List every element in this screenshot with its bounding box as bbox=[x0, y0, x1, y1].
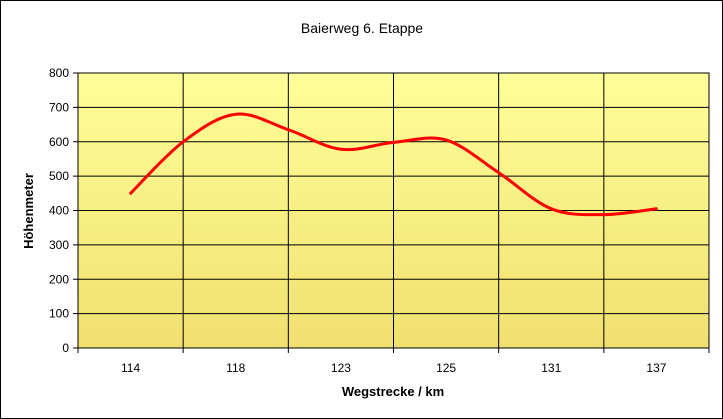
y-tick-label: 0 bbox=[62, 341, 69, 355]
x-tick-label: 114 bbox=[121, 361, 140, 375]
x-tick-label: 137 bbox=[646, 361, 666, 375]
y-axis-title: Höhenmeter bbox=[21, 173, 36, 249]
y-tick-label: 400 bbox=[49, 204, 69, 218]
y-tick-label: 300 bbox=[49, 238, 69, 252]
x-tick-label: 123 bbox=[331, 361, 351, 375]
y-tick-label: 100 bbox=[49, 307, 69, 321]
x-tick-label: 118 bbox=[226, 361, 245, 375]
chart-title: Baierweg 6. Etappe bbox=[301, 20, 423, 36]
x-tick-label: 125 bbox=[436, 361, 456, 375]
y-tick-label: 500 bbox=[49, 169, 69, 183]
x-axis-title: Wegstrecke / km bbox=[342, 384, 444, 399]
series-line bbox=[129, 112, 658, 217]
y-tick-label: 200 bbox=[49, 272, 69, 286]
x-tick-label: 131 bbox=[541, 361, 561, 375]
y-tick-label: 800 bbox=[49, 66, 69, 80]
y-tick-label: 700 bbox=[49, 100, 69, 114]
y-tick-label: 600 bbox=[49, 135, 69, 149]
